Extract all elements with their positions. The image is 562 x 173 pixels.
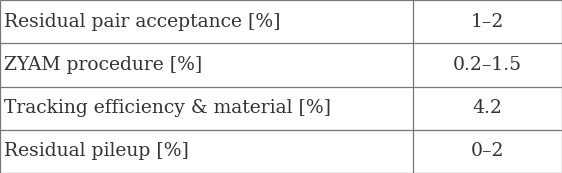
Text: 1–2: 1–2: [471, 13, 504, 31]
Text: Tracking efficiency & material [%]: Tracking efficiency & material [%]: [4, 99, 332, 117]
Bar: [0, 43, 413, 86]
Bar: [413, 130, 562, 173]
Text: ZYAM procedure [%]: ZYAM procedure [%]: [4, 56, 203, 74]
Bar: [0, 0, 413, 43]
Text: 4.2: 4.2: [473, 99, 502, 117]
Bar: [0, 86, 413, 130]
Bar: [413, 86, 562, 130]
Bar: [0, 130, 413, 173]
Text: Residual pileup [%]: Residual pileup [%]: [4, 142, 189, 160]
Text: 0–2: 0–2: [471, 142, 504, 160]
Text: 0.2–1.5: 0.2–1.5: [453, 56, 522, 74]
Bar: [413, 43, 562, 86]
Text: Residual pair acceptance [%]: Residual pair acceptance [%]: [4, 13, 281, 31]
Bar: [413, 0, 562, 43]
